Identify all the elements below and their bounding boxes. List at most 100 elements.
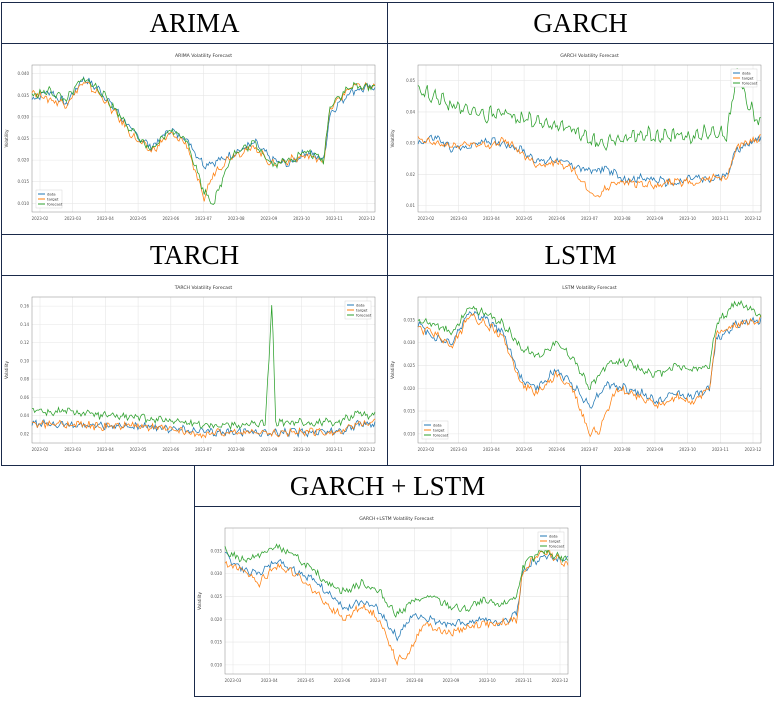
x-tick-label: 2023-04 [97, 216, 114, 221]
panel-heading: TARCH [2, 235, 387, 276]
y-tick-label: 0.05 [406, 78, 415, 83]
y-tick-label: 0.015 [18, 179, 30, 184]
y-tick-label: 0.030 [211, 571, 223, 576]
series-line-forecast [31, 305, 376, 431]
legend-label-data: data [549, 533, 558, 538]
y-tick-label: 0.01 [406, 203, 415, 208]
panel-heading: GARCH [388, 3, 773, 44]
series-line-target [31, 418, 376, 439]
y-tick-label: 0.025 [404, 363, 416, 368]
legend-label-forecast: forecast [47, 201, 63, 206]
chart-container: ARIMA Volatility Forecast Volatility 0.040… [2, 43, 387, 234]
x-tick-label: 2023-10 [293, 216, 310, 221]
y-axis-label: Volatility [197, 591, 202, 610]
chart-container: GARCH Volatility Forecast Volatility 0.05 0… [388, 43, 773, 234]
y-tick-label: 0.035 [18, 93, 30, 98]
x-tick-label: 2023-05 [516, 216, 533, 221]
y-tick-label: 0.04 [406, 109, 415, 114]
plot-frame [417, 296, 762, 444]
x-tick-label: 2023-03 [225, 678, 242, 683]
series-line-target [417, 312, 762, 438]
panel-tarch: TARCH TARCH Volatility Forecast Volatilit… [1, 234, 388, 466]
y-axis-label: Volatility [4, 360, 9, 379]
x-tick-label: 2023-07 [195, 447, 212, 452]
tarch-chart: TARCH Volatility Forecast Volatility 0.16 0… [4, 285, 376, 452]
legend-label-forecast: forecast [356, 312, 372, 317]
y-tick-label: 0.030 [18, 114, 30, 119]
panel-garch: GARCH GARCH Volatility Forecast Volatilit… [387, 2, 774, 235]
y-axis-label: Volatility [390, 360, 395, 379]
x-tick-label: 2023-05 [130, 447, 147, 452]
legend-label-forecast: forecast [549, 543, 565, 548]
y-tick-label: 0.010 [18, 201, 30, 206]
legend-label-data: data [433, 422, 442, 427]
y-tick-label: 0.16 [20, 304, 29, 309]
series-line-target [224, 548, 569, 667]
x-tick-label: 2023-08 [614, 447, 631, 452]
series-line-forecast [417, 68, 762, 152]
x-tick-label: 2023-09 [261, 216, 278, 221]
x-tick-label: 2023-03 [64, 447, 81, 452]
y-tick-label: 0.03 [406, 141, 415, 146]
x-tick-label: 2023-10 [293, 447, 310, 452]
panel-heading: GARCH + LSTM [195, 466, 580, 507]
y-tick-label: 0.06 [20, 395, 29, 400]
legend-label-data: data [742, 70, 751, 75]
x-tick-label: 2023-09 [261, 447, 278, 452]
x-tick-label: 2023-09 [647, 447, 664, 452]
x-tick-label: 2023-08 [228, 447, 245, 452]
y-tick-label: 0.04 [20, 413, 29, 418]
legend-label-forecast: forecast [742, 80, 758, 85]
series-line-forecast [224, 543, 569, 618]
y-tick-label: 0.035 [404, 317, 416, 322]
x-tick-label: 2023-03 [450, 447, 467, 452]
x-tick-label: 2023-03 [64, 216, 81, 221]
x-tick-label: 2023-04 [97, 447, 114, 452]
arima-chart: ARIMA Volatility Forecast Volatility 0.040… [4, 53, 376, 221]
chart-title: ARIMA Volatility Forecast [175, 53, 232, 59]
y-tick-label: 0.025 [18, 136, 30, 141]
x-tick-label: 2023-11 [712, 447, 729, 452]
x-tick-label: 2023-04 [483, 216, 500, 221]
x-tick-label: 2023-12 [359, 447, 376, 452]
x-tick-label: 2023-08 [228, 216, 245, 221]
series-line-data [31, 75, 376, 170]
x-tick-label: 2023-04 [483, 447, 500, 452]
x-tick-label: 2023-10 [679, 447, 696, 452]
legend-label-target: target [549, 538, 561, 543]
x-tick-label: 2023-07 [370, 678, 387, 683]
panel-lstm: LSTM LSTM Volatility Forecast Volatility 0… [387, 234, 774, 466]
chart-title: LSTM Volatility Forecast [562, 285, 617, 291]
x-tick-label: 2023-11 [326, 216, 343, 221]
chart-title: GARCH+LSTM Volatility Forecast [359, 516, 434, 522]
panel-garch-lstm: GARCH + LSTM GARCH+LSTM Volatility Forec… [194, 465, 581, 697]
chart-container: GARCH+LSTM Volatility Forecast Volatility… [195, 506, 580, 696]
chart-title: TARCH Volatility Forecast [174, 285, 233, 291]
garch-chart: GARCH Volatility Forecast Volatility 0.05 0… [390, 53, 762, 221]
plot-frame [31, 64, 376, 213]
x-tick-label: 2023-12 [359, 216, 376, 221]
legend-label-target: target [47, 196, 59, 201]
plot-frame [417, 64, 762, 213]
x-tick-label: 2023-04 [261, 678, 278, 683]
y-tick-label: 0.12 [20, 340, 29, 345]
legend-label-target: target [356, 307, 368, 312]
lstm-chart: LSTM Volatility Forecast Volatility 0.035 0… [390, 285, 762, 452]
x-tick-label: 2023-05 [516, 447, 533, 452]
x-tick-label: 2023-06 [548, 216, 565, 221]
legend-label-data: data [356, 302, 365, 307]
y-tick-label: 0.02 [20, 431, 29, 436]
x-tick-label: 2023-09 [443, 678, 460, 683]
x-tick-label: 2023-03 [450, 216, 467, 221]
x-tick-label: 2023-12 [745, 447, 762, 452]
x-tick-label: 2023-05 [130, 216, 147, 221]
x-tick-label: 2023-02 [32, 216, 49, 221]
y-tick-label: 0.040 [18, 71, 30, 76]
legend-label-forecast: forecast [433, 432, 449, 437]
x-tick-label: 2023-07 [195, 216, 212, 221]
legend-label-target: target [433, 427, 445, 432]
chart-title: GARCH Volatility Forecast [560, 53, 619, 59]
x-tick-label: 2023-12 [552, 678, 569, 683]
panel-arima: ARIMA ARIMA Volatility Forecast Volatilit… [1, 2, 388, 235]
x-tick-label: 2023-10 [679, 216, 696, 221]
